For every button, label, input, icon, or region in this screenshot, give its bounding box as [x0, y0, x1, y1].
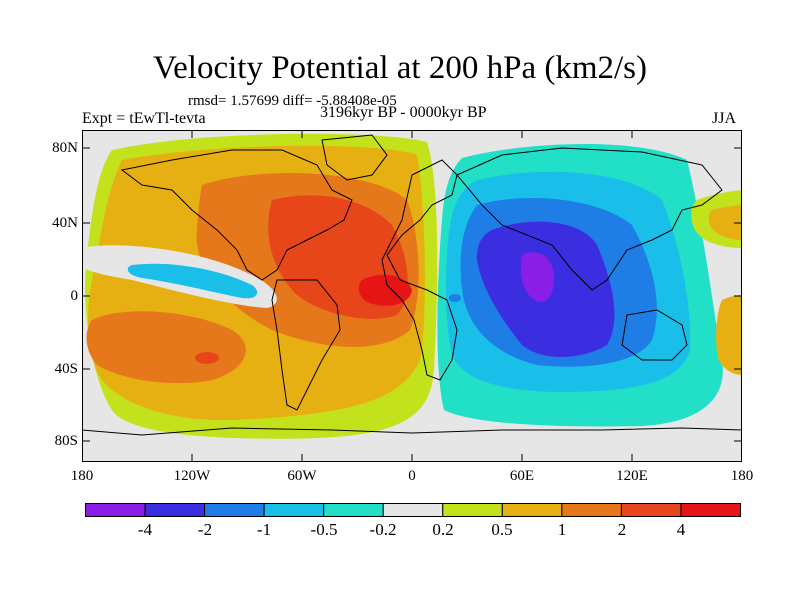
east-edge-positive-south — [716, 295, 742, 375]
colorbar-cell — [680, 503, 741, 517]
coastline-asia — [456, 147, 723, 291]
colorbar-cell — [501, 503, 563, 517]
lon-label-60w: 60W — [287, 468, 317, 484]
colorbar-label: -0.5 — [310, 520, 338, 539]
coastline-north-america — [120, 149, 353, 281]
positive-contour-4 — [358, 274, 412, 306]
coastline-europe-africa — [381, 159, 458, 381]
colorbar-cell — [263, 503, 325, 517]
period-label: 3196kyr BP - 0000kyr BP — [320, 104, 487, 121]
colorbar-label: -0.2 — [369, 520, 397, 539]
colorbar-cell — [323, 503, 384, 517]
colorbar-cell — [85, 503, 146, 517]
colorbar-label: 1 — [557, 520, 567, 539]
colorbar-label: 4 — [676, 520, 686, 539]
axis-ticks — [82, 130, 742, 462]
colorbar-cell — [442, 503, 503, 517]
colorbar-label: -2 — [197, 520, 213, 539]
coastline-antarctica — [82, 427, 742, 436]
colorbar-label: 2 — [617, 520, 627, 539]
experiment-label: Expt = tEwTl-tevta — [82, 110, 206, 127]
coastline-australia — [621, 309, 688, 361]
colorbar-label: -4 — [137, 520, 153, 539]
lon-label-120e: 120E — [616, 468, 648, 484]
lat-label-80n: 80N — [52, 140, 78, 156]
lon-label-120w: 120W — [173, 468, 211, 484]
map-plot — [82, 130, 742, 462]
colorbar-cell — [561, 503, 622, 517]
colorbar-label: -1 — [256, 520, 272, 539]
negative-contour-0.5-small — [449, 294, 461, 302]
contour-fields — [82, 130, 742, 462]
lon-label-180-right: 180 — [730, 468, 754, 484]
lat-label-0: 0 — [70, 288, 79, 304]
colorbar-label: 0.5 — [491, 520, 513, 539]
colorbar-cell — [144, 503, 206, 517]
figure-title: Velocity Potential at 200 hPa (km2/s) — [152, 50, 648, 86]
lon-label-180-left: 180 — [70, 468, 94, 484]
east-edge-positive-north-inner — [708, 205, 742, 240]
positive-contour-1-south — [86, 311, 246, 384]
lat-label-80s: 80S — [54, 433, 78, 449]
colorbar — [85, 503, 741, 517]
coastline-greenland — [321, 134, 388, 181]
lat-label-40n: 40N — [52, 215, 78, 231]
lat-label-40s: 40S — [54, 361, 78, 377]
positive-contour-2-south — [195, 352, 219, 364]
coastlines — [82, 134, 742, 436]
tropical-pacific-negative — [127, 263, 258, 299]
negative-contour-4 — [520, 252, 555, 302]
colorbar-label: 0.2 — [432, 520, 454, 539]
colorbar-cell — [382, 503, 444, 517]
stats-label: rmsd= 1.57699 diff= -5.88408e-05 — [188, 93, 397, 109]
colorbar-cell — [204, 503, 265, 517]
lon-label-0: 0 — [408, 468, 416, 484]
coastline-south-america — [271, 279, 341, 411]
season-label: JJA — [712, 110, 737, 127]
colorbar-cell — [620, 503, 682, 517]
lon-label-60e: 60E — [509, 468, 535, 484]
